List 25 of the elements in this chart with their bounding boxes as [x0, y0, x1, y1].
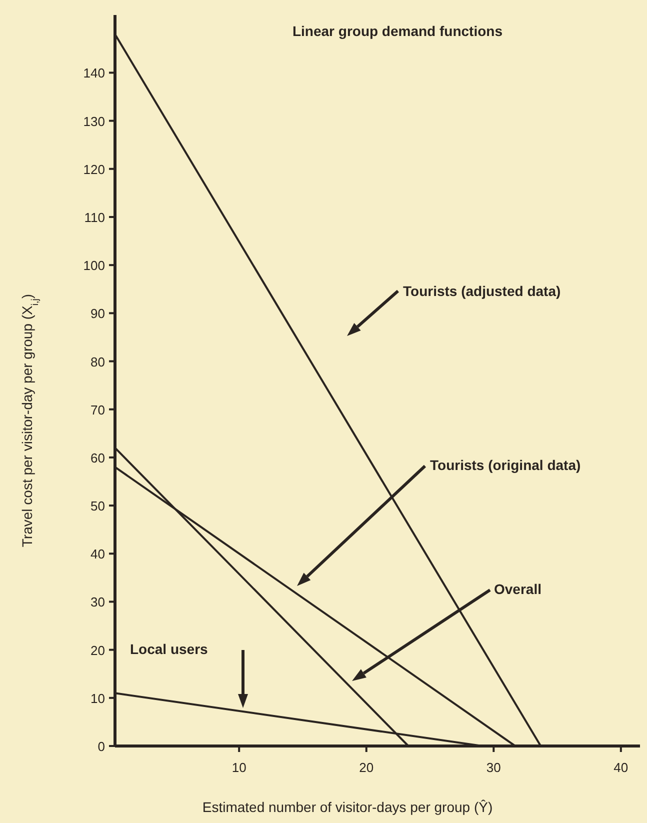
- y-tick-label: 140: [83, 66, 105, 81]
- y-tick-label: 120: [83, 162, 105, 177]
- annotation: Tourists (adjusted data): [403, 283, 561, 299]
- y-tick-label: 40: [90, 546, 105, 562]
- y-tick-label: 80: [90, 354, 105, 370]
- y-tick-label: 110: [84, 210, 105, 225]
- y-tick-label: 60: [90, 450, 105, 466]
- y-tick-label: 20: [90, 642, 105, 658]
- y-tick-label: 70: [90, 402, 105, 418]
- x-tick-label: 40: [614, 760, 628, 775]
- y-tick-label: 100: [83, 258, 105, 274]
- y-tick-label: 50: [90, 498, 105, 514]
- x-tick-label: 10: [232, 760, 246, 775]
- y-tick-label: 90: [90, 306, 105, 322]
- x-tick-label: 30: [486, 760, 501, 775]
- annotation: Tourists (original data): [430, 457, 581, 473]
- annotation: Local users: [130, 641, 208, 657]
- y-tick-label: 30: [90, 594, 105, 610]
- text: Linear group demand functions: [292, 23, 503, 39]
- y-tick-label: 130: [83, 114, 105, 129]
- y-tick-label: 10: [90, 690, 105, 706]
- y-tick-label: 0: [98, 739, 105, 754]
- x-axis-title: Estimated number of visitor-days per group (Ŷ): [202, 799, 493, 815]
- annotation: Overall: [494, 581, 542, 597]
- x-tick-label: 20: [359, 760, 374, 775]
